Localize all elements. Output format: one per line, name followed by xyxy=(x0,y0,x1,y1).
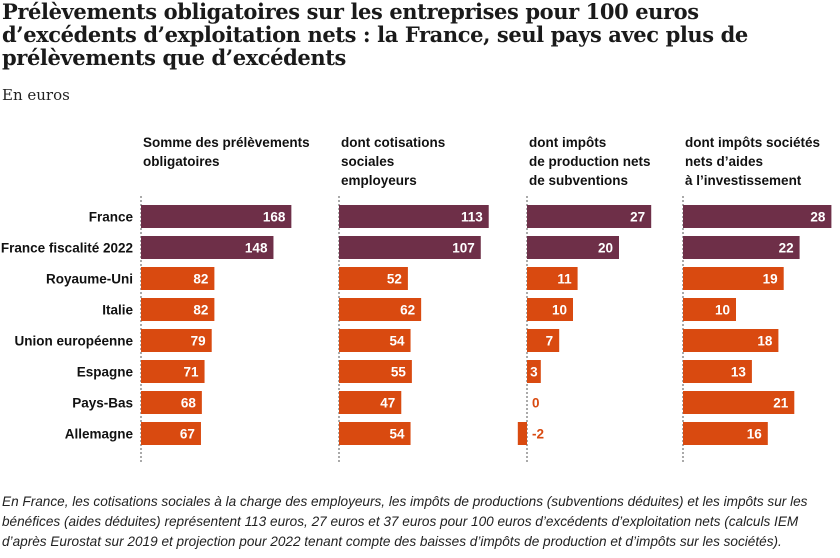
series-header: sociales xyxy=(341,154,394,169)
bar xyxy=(527,329,560,352)
bar xyxy=(141,360,205,383)
bar xyxy=(141,236,274,259)
series-header: obligatoires xyxy=(143,154,220,169)
bar xyxy=(527,236,619,259)
data-label: 71 xyxy=(184,365,200,380)
data-label: 107 xyxy=(452,241,475,256)
bar xyxy=(683,360,752,383)
bar xyxy=(527,267,578,290)
bar xyxy=(141,298,215,321)
series-header: dont impôts xyxy=(529,135,606,150)
bar xyxy=(339,391,402,414)
data-label: 148 xyxy=(245,241,268,256)
series-header: à l’investissement xyxy=(685,173,802,188)
bar xyxy=(339,267,408,290)
category-label: Union européenne xyxy=(14,334,133,349)
series-header: Somme des prélèvements xyxy=(143,135,310,150)
data-label: 67 xyxy=(180,427,195,442)
data-label: 52 xyxy=(387,272,402,287)
bar xyxy=(517,422,527,445)
data-label: 82 xyxy=(193,272,208,287)
data-label: 79 xyxy=(191,334,206,349)
series-header: de subventions xyxy=(529,173,628,188)
bar xyxy=(141,329,212,352)
data-label: 20 xyxy=(598,241,613,256)
data-label: -2 xyxy=(532,427,544,442)
series-header: nets d’aides xyxy=(685,154,763,169)
data-label: 22 xyxy=(779,241,794,256)
data-label: 10 xyxy=(552,303,567,318)
series-header: employeurs xyxy=(341,173,417,188)
bar xyxy=(527,360,541,383)
bar xyxy=(527,298,573,321)
data-label: 0 xyxy=(532,396,540,411)
bar xyxy=(141,267,215,290)
bar xyxy=(527,205,652,228)
data-label: 21 xyxy=(773,396,789,411)
bar xyxy=(683,205,832,228)
data-label: 28 xyxy=(810,210,826,225)
category-label: France fiscalité 2022 xyxy=(1,241,133,256)
data-label: 18 xyxy=(757,334,773,349)
bar xyxy=(339,236,481,259)
data-label: 13 xyxy=(731,365,747,380)
bar xyxy=(683,298,736,321)
data-label: 3 xyxy=(530,365,538,380)
series-header: dont cotisations xyxy=(341,135,445,150)
category-label: Italie xyxy=(102,303,133,318)
data-label: 54 xyxy=(390,427,406,442)
bar xyxy=(141,422,201,445)
category-label: Allemagne xyxy=(65,427,134,442)
category-label: France xyxy=(89,210,134,225)
bar-chart: France France fiscalité 2022 Royaume-Uni It… xyxy=(1,135,832,462)
data-label: 11 xyxy=(557,272,572,287)
bar xyxy=(141,205,292,228)
data-label: 62 xyxy=(400,303,415,318)
data-label: 82 xyxy=(193,303,208,318)
bar xyxy=(339,360,412,383)
bar xyxy=(339,205,489,228)
category-label: Royaume-Uni xyxy=(46,272,133,287)
bar xyxy=(339,329,411,352)
data-label: 168 xyxy=(263,210,286,225)
bar xyxy=(339,422,411,445)
category-label: Pays-Bas xyxy=(72,396,133,411)
bar xyxy=(339,298,422,321)
series-header: dont impôts sociétés xyxy=(685,135,820,150)
bar xyxy=(683,267,784,290)
data-label: 54 xyxy=(390,334,406,349)
data-label: 113 xyxy=(461,210,483,225)
chart-title: Prélèvements obligatoires sur les entrep… xyxy=(2,0,748,70)
data-label: 16 xyxy=(747,427,763,442)
series-header: de production nets xyxy=(529,154,651,169)
bar xyxy=(683,329,779,352)
bar xyxy=(683,422,768,445)
bar xyxy=(683,236,800,259)
chart-subtitle: En euros xyxy=(2,86,70,104)
data-label: 68 xyxy=(181,396,197,411)
category-label: Espagne xyxy=(77,365,134,380)
data-label: 47 xyxy=(380,396,395,411)
chart-footnote: En France, les cotisations sociales à la… xyxy=(2,494,808,549)
data-label: 19 xyxy=(763,272,778,287)
bar xyxy=(141,391,202,414)
bar xyxy=(683,391,795,414)
data-label: 10 xyxy=(715,303,730,318)
data-label: 55 xyxy=(391,365,407,380)
data-label: 27 xyxy=(630,210,645,225)
data-label: 7 xyxy=(546,334,554,349)
